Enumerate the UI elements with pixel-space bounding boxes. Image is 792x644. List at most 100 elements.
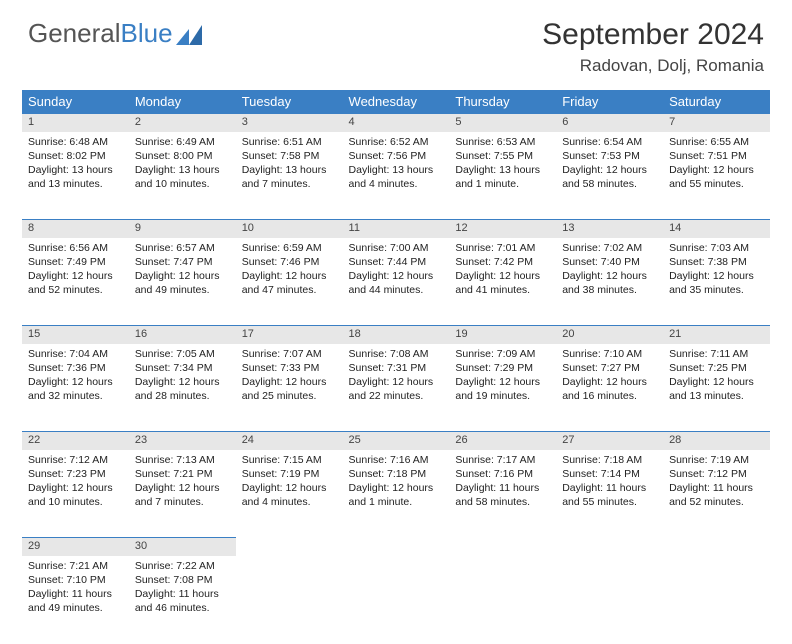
sunrise-line: Sunrise: 7:18 AM [562,453,657,467]
day-number-cell: 21 [663,326,770,344]
sunrise-line: Sunrise: 7:10 AM [562,347,657,361]
sunrise-line: Sunrise: 7:00 AM [349,241,444,255]
sunset-line: Sunset: 7:10 PM [28,573,123,587]
logo-text-1: General [28,18,121,49]
daylight-line: Daylight: 12 hours and 16 minutes. [562,375,657,403]
sunrise-line: Sunrise: 6:57 AM [135,241,230,255]
day-detail-cell: Sunrise: 6:55 AMSunset: 7:51 PMDaylight:… [663,132,770,220]
sunrise-line: Sunrise: 7:11 AM [669,347,764,361]
daylight-line: Daylight: 12 hours and 49 minutes. [135,269,230,297]
sunrise-line: Sunrise: 7:13 AM [135,453,230,467]
daylight-line: Daylight: 12 hours and 41 minutes. [455,269,550,297]
day-detail-cell [236,556,343,644]
daylight-line: Daylight: 12 hours and 52 minutes. [28,269,123,297]
day-number-cell: 2 [129,114,236,132]
sunrise-line: Sunrise: 7:17 AM [455,453,550,467]
weekday-header: Tuesday [236,90,343,114]
daylight-line: Daylight: 12 hours and 22 minutes. [349,375,444,403]
sunset-line: Sunset: 7:46 PM [242,255,337,269]
sunset-line: Sunset: 7:53 PM [562,149,657,163]
sunrise-line: Sunrise: 7:22 AM [135,559,230,573]
daylight-line: Daylight: 12 hours and 25 minutes. [242,375,337,403]
day-number-cell: 23 [129,432,236,450]
day-number-cell: 1 [22,114,129,132]
sunrise-line: Sunrise: 7:12 AM [28,453,123,467]
daylight-line: Daylight: 11 hours and 49 minutes. [28,587,123,615]
day-detail-cell: Sunrise: 7:04 AMSunset: 7:36 PMDaylight:… [22,344,129,432]
sunset-line: Sunset: 7:25 PM [669,361,764,375]
day-number-row: 22232425262728 [22,432,770,450]
sunrise-line: Sunrise: 7:05 AM [135,347,230,361]
sunset-line: Sunset: 7:49 PM [28,255,123,269]
day-number-cell: 11 [343,220,450,238]
sunset-line: Sunset: 7:08 PM [135,573,230,587]
day-detail-cell: Sunrise: 7:19 AMSunset: 7:12 PMDaylight:… [663,450,770,538]
day-detail-cell: Sunrise: 6:57 AMSunset: 7:47 PMDaylight:… [129,238,236,326]
daylight-line: Daylight: 11 hours and 58 minutes. [455,481,550,509]
daylight-line: Daylight: 12 hours and 19 minutes. [455,375,550,403]
day-detail-cell [663,556,770,644]
sunrise-line: Sunrise: 6:52 AM [349,135,444,149]
daylight-line: Daylight: 12 hours and 32 minutes. [28,375,123,403]
day-number-cell: 4 [343,114,450,132]
day-number-cell: 16 [129,326,236,344]
day-number-cell: 26 [449,432,556,450]
sunrise-line: Sunrise: 6:55 AM [669,135,764,149]
day-number-cell: 29 [22,538,129,556]
day-number-row: 15161718192021 [22,326,770,344]
day-number-cell [343,538,450,556]
sunset-line: Sunset: 7:14 PM [562,467,657,481]
day-detail-cell: Sunrise: 6:53 AMSunset: 7:55 PMDaylight:… [449,132,556,220]
day-number-cell: 14 [663,220,770,238]
sunset-line: Sunset: 7:18 PM [349,467,444,481]
calendar-table: SundayMondayTuesdayWednesdayThursdayFrid… [22,90,770,644]
day-detail-cell: Sunrise: 7:17 AMSunset: 7:16 PMDaylight:… [449,450,556,538]
day-detail-cell: Sunrise: 7:02 AMSunset: 7:40 PMDaylight:… [556,238,663,326]
day-number-cell [556,538,663,556]
day-number-cell: 17 [236,326,343,344]
day-number-cell: 9 [129,220,236,238]
sunset-line: Sunset: 8:00 PM [135,149,230,163]
sunrise-line: Sunrise: 7:09 AM [455,347,550,361]
daylight-line: Daylight: 12 hours and 10 minutes. [28,481,123,509]
day-number-cell: 5 [449,114,556,132]
daylight-line: Daylight: 12 hours and 58 minutes. [562,163,657,191]
sunrise-line: Sunrise: 7:19 AM [669,453,764,467]
daylight-line: Daylight: 12 hours and 47 minutes. [242,269,337,297]
day-detail-cell: Sunrise: 7:05 AMSunset: 7:34 PMDaylight:… [129,344,236,432]
day-detail-cell: Sunrise: 7:12 AMSunset: 7:23 PMDaylight:… [22,450,129,538]
day-detail-cell: Sunrise: 6:54 AMSunset: 7:53 PMDaylight:… [556,132,663,220]
day-number-cell: 8 [22,220,129,238]
day-detail-cell: Sunrise: 6:49 AMSunset: 8:00 PMDaylight:… [129,132,236,220]
sunset-line: Sunset: 7:23 PM [28,467,123,481]
daylight-line: Daylight: 12 hours and 55 minutes. [669,163,764,191]
logo: GeneralBlue [28,18,202,49]
sunset-line: Sunset: 7:51 PM [669,149,764,163]
day-number-row: 1234567 [22,114,770,132]
weekday-header-row: SundayMondayTuesdayWednesdayThursdayFrid… [22,90,770,114]
sunset-line: Sunset: 7:58 PM [242,149,337,163]
sunrise-line: Sunrise: 7:16 AM [349,453,444,467]
day-number-cell: 15 [22,326,129,344]
sunset-line: Sunset: 7:40 PM [562,255,657,269]
sunset-line: Sunset: 7:47 PM [135,255,230,269]
sunrise-line: Sunrise: 6:53 AM [455,135,550,149]
day-number-cell [663,538,770,556]
daylight-line: Daylight: 13 hours and 4 minutes. [349,163,444,191]
daylight-line: Daylight: 11 hours and 55 minutes. [562,481,657,509]
day-detail-cell: Sunrise: 7:21 AMSunset: 7:10 PMDaylight:… [22,556,129,644]
day-detail-row: Sunrise: 7:21 AMSunset: 7:10 PMDaylight:… [22,556,770,644]
sunrise-line: Sunrise: 7:15 AM [242,453,337,467]
sunset-line: Sunset: 7:44 PM [349,255,444,269]
day-detail-cell: Sunrise: 7:22 AMSunset: 7:08 PMDaylight:… [129,556,236,644]
daylight-line: Daylight: 12 hours and 7 minutes. [135,481,230,509]
day-number-cell: 18 [343,326,450,344]
sunset-line: Sunset: 7:12 PM [669,467,764,481]
day-detail-cell: Sunrise: 7:16 AMSunset: 7:18 PMDaylight:… [343,450,450,538]
weekday-header: Sunday [22,90,129,114]
sunrise-line: Sunrise: 6:54 AM [562,135,657,149]
sunset-line: Sunset: 7:27 PM [562,361,657,375]
daylight-line: Daylight: 11 hours and 46 minutes. [135,587,230,615]
day-detail-cell: Sunrise: 7:08 AMSunset: 7:31 PMDaylight:… [343,344,450,432]
daylight-line: Daylight: 13 hours and 7 minutes. [242,163,337,191]
